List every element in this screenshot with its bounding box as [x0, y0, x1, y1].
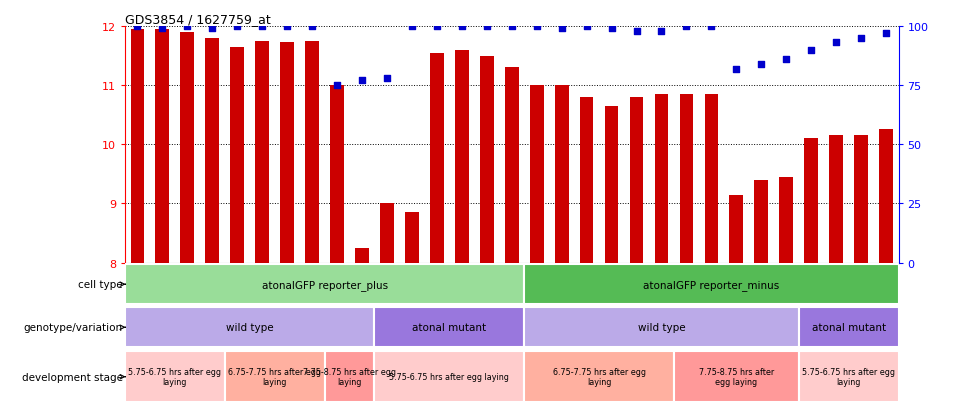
Bar: [375, 351, 524, 403]
Text: 7.75-8.75 hrs after egg
laying: 7.75-8.75 hrs after egg laying: [303, 368, 396, 386]
Bar: [256, 42, 269, 263]
Text: atonalGFP reporter_minus: atonalGFP reporter_minus: [643, 279, 779, 290]
Text: genotype/variation: genotype/variation: [23, 323, 123, 332]
Text: GDS3854 / 1627759_at: GDS3854 / 1627759_at: [125, 13, 271, 26]
Point: [155, 26, 170, 33]
Point: [280, 24, 295, 30]
Bar: [131, 30, 144, 263]
Point: [853, 36, 869, 42]
Bar: [654, 95, 668, 263]
Text: cell type: cell type: [78, 280, 123, 290]
Point: [355, 78, 370, 85]
Bar: [125, 351, 225, 403]
Bar: [799, 308, 899, 347]
Text: atonal mutant: atonal mutant: [811, 323, 886, 332]
Bar: [206, 39, 219, 263]
Point: [455, 24, 470, 30]
Point: [130, 24, 145, 30]
Bar: [325, 351, 375, 403]
Point: [703, 24, 719, 30]
Bar: [554, 86, 569, 263]
Point: [728, 66, 744, 73]
Bar: [505, 68, 519, 263]
Bar: [125, 265, 524, 304]
Bar: [629, 98, 643, 263]
Point: [778, 57, 794, 63]
Point: [480, 24, 495, 30]
Bar: [331, 86, 344, 263]
Text: atonalGFP reporter_plus: atonalGFP reporter_plus: [261, 279, 387, 290]
Bar: [579, 98, 594, 263]
Bar: [231, 47, 244, 263]
Bar: [306, 42, 319, 263]
Bar: [455, 50, 469, 263]
Bar: [524, 265, 899, 304]
Point: [430, 24, 445, 30]
Text: atonal mutant: atonal mutant: [412, 323, 486, 332]
Bar: [729, 195, 743, 263]
Bar: [225, 351, 325, 403]
Point: [405, 24, 420, 30]
Bar: [854, 136, 868, 263]
Point: [230, 24, 245, 30]
Text: wild type: wild type: [638, 323, 685, 332]
Point: [529, 24, 544, 30]
Bar: [381, 204, 394, 263]
Bar: [754, 180, 768, 263]
Bar: [405, 213, 419, 263]
Bar: [879, 130, 893, 263]
Point: [305, 24, 320, 30]
Bar: [829, 136, 843, 263]
Point: [803, 47, 819, 54]
Point: [753, 61, 769, 68]
Bar: [779, 178, 793, 263]
Text: 5.75-6.75 hrs after egg
laying: 5.75-6.75 hrs after egg laying: [129, 368, 221, 386]
Text: 5.75-6.75 hrs after egg
laying: 5.75-6.75 hrs after egg laying: [802, 368, 895, 386]
Bar: [480, 56, 494, 263]
Bar: [704, 95, 718, 263]
Bar: [125, 308, 375, 347]
Point: [828, 40, 844, 47]
Bar: [430, 53, 444, 263]
Bar: [524, 351, 674, 403]
Text: wild type: wild type: [226, 323, 274, 332]
Text: 6.75-7.75 hrs after egg
laying: 6.75-7.75 hrs after egg laying: [228, 368, 321, 386]
Bar: [804, 139, 818, 263]
Bar: [604, 107, 619, 263]
Point: [628, 28, 644, 35]
Bar: [356, 248, 369, 263]
Bar: [674, 351, 799, 403]
Point: [180, 24, 195, 30]
Bar: [181, 33, 194, 263]
Bar: [530, 86, 544, 263]
Point: [380, 76, 395, 82]
Bar: [799, 351, 899, 403]
Text: 5.75-6.75 hrs after egg laying: 5.75-6.75 hrs after egg laying: [389, 373, 509, 381]
Point: [255, 24, 270, 30]
Point: [205, 26, 220, 33]
Bar: [281, 43, 294, 263]
Bar: [524, 308, 799, 347]
Text: 6.75-7.75 hrs after egg
laying: 6.75-7.75 hrs after egg laying: [553, 368, 646, 386]
Bar: [375, 308, 524, 347]
Text: development stage: development stage: [21, 372, 123, 382]
Point: [678, 24, 694, 30]
Point: [604, 26, 619, 33]
Point: [504, 24, 519, 30]
Point: [579, 24, 594, 30]
Point: [330, 83, 345, 89]
Bar: [679, 95, 693, 263]
Text: 7.75-8.75 hrs after
egg laying: 7.75-8.75 hrs after egg laying: [699, 368, 774, 386]
Point: [554, 26, 569, 33]
Bar: [156, 30, 169, 263]
Point: [653, 28, 669, 35]
Point: [878, 31, 894, 37]
